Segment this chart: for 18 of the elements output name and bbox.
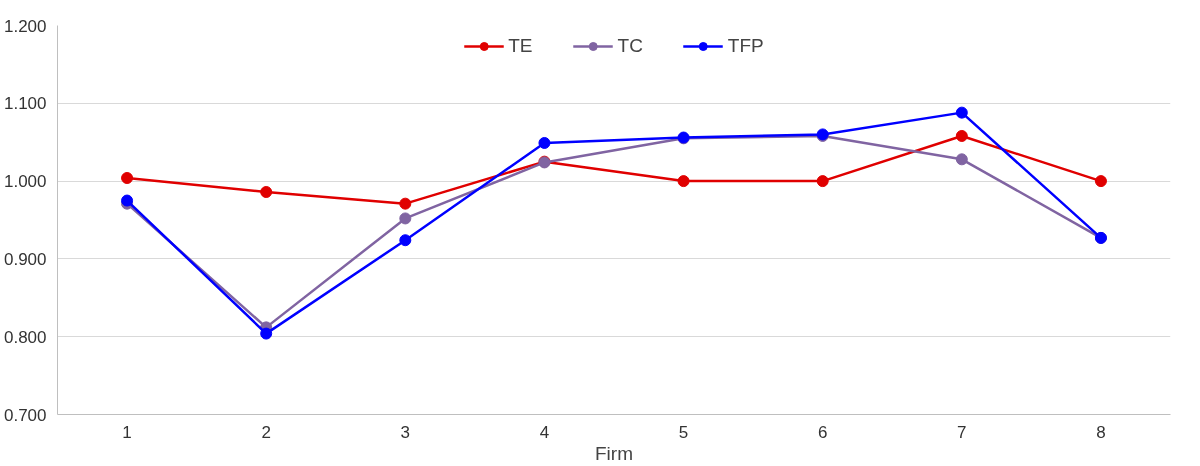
x-axis-title: Firm xyxy=(595,442,633,464)
y-tick-label: 1.100 xyxy=(3,94,47,114)
x-tick-label: 3 xyxy=(400,422,411,442)
x-tick-label: 6 xyxy=(817,422,828,442)
x-tick-label: 1 xyxy=(122,422,132,442)
x-tick-label: 4 xyxy=(539,422,550,442)
legend-label: TFP xyxy=(727,35,764,57)
y-tick-label: 1.200 xyxy=(3,16,47,36)
legend-label: TC xyxy=(617,35,643,57)
x-tick-label: 5 xyxy=(678,422,689,442)
x-tick-label: 2 xyxy=(261,422,271,442)
x-tick-label: 7 xyxy=(957,422,967,442)
legend-label: TE xyxy=(508,35,533,57)
y-tick-label: 0.900 xyxy=(3,249,47,269)
y-tick-label: 1.000 xyxy=(3,172,47,192)
x-tick-label: 8 xyxy=(1096,422,1106,442)
y-tick-label: 0.800 xyxy=(3,327,47,347)
y-tick-label: 0.700 xyxy=(3,405,47,425)
